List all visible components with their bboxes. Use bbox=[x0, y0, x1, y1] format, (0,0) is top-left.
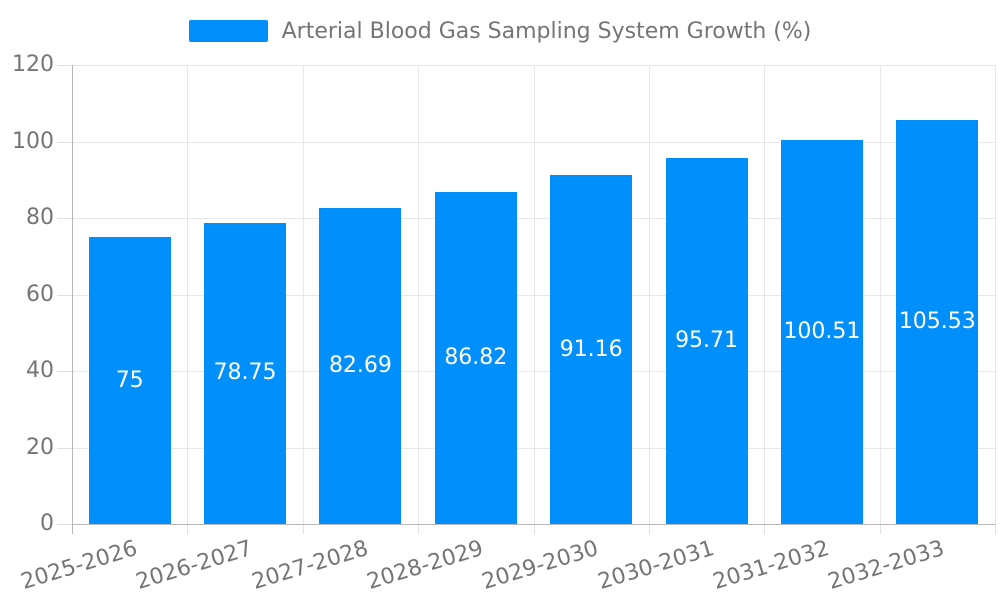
y-axis-tick bbox=[57, 524, 72, 525]
y-tick-label: 20 bbox=[26, 434, 54, 460]
gridline-vertical bbox=[648, 65, 650, 524]
bar[interactable] bbox=[88, 237, 171, 524]
y-tick-label: 120 bbox=[12, 52, 54, 77]
gridline-vertical bbox=[533, 65, 535, 524]
y-axis-tick bbox=[57, 371, 72, 372]
x-axis-tick bbox=[648, 524, 650, 534]
bar[interactable] bbox=[319, 207, 402, 524]
bar[interactable] bbox=[204, 222, 287, 524]
legend-item[interactable]: Arterial Blood Gas Sampling System Growt… bbox=[0, 14, 1000, 48]
x-tick-label: 2027-2028 bbox=[248, 536, 371, 595]
y-axis-tick bbox=[57, 65, 72, 66]
y-axis-tick bbox=[57, 141, 72, 143]
bar[interactable] bbox=[434, 191, 517, 524]
y-tick-label: 100 bbox=[12, 128, 54, 154]
x-tick-label: 2030-2031 bbox=[594, 536, 717, 595]
bar[interactable] bbox=[550, 175, 633, 524]
x-tick-label: 2031-2032 bbox=[710, 536, 833, 595]
x-tick-label: 2025-2026 bbox=[18, 536, 140, 595]
gridline-vertical bbox=[187, 65, 189, 524]
x-tick-label: 2028-2029 bbox=[364, 536, 487, 595]
gridline-vertical bbox=[418, 65, 420, 524]
x-tick-label: 2026-2027 bbox=[133, 536, 256, 595]
y-tick-label: 60 bbox=[26, 281, 54, 307]
y-tick-label: 0 bbox=[40, 511, 54, 536]
x-axis-line bbox=[72, 524, 995, 525]
x-axis-tick bbox=[764, 524, 766, 534]
x-axis-tick bbox=[879, 524, 881, 534]
x-axis-tick bbox=[995, 524, 996, 534]
legend-swatch bbox=[188, 20, 268, 42]
bar[interactable] bbox=[665, 157, 748, 524]
y-axis-tick bbox=[57, 294, 72, 296]
y-axis-line bbox=[72, 65, 73, 534]
x-tick-label: 2029-2030 bbox=[479, 536, 602, 595]
x-axis-tick bbox=[302, 524, 304, 534]
gridline-vertical bbox=[302, 65, 304, 524]
gridline-vertical bbox=[764, 65, 766, 524]
y-tick-label: 40 bbox=[26, 358, 54, 383]
gridline-vertical bbox=[879, 65, 881, 524]
y-axis-tick bbox=[57, 447, 72, 449]
x-axis-tick bbox=[533, 524, 535, 534]
legend-label: Arterial Blood Gas Sampling System Growt… bbox=[281, 18, 812, 44]
bar[interactable] bbox=[896, 120, 979, 524]
gridline-vertical bbox=[995, 65, 996, 524]
bar[interactable] bbox=[780, 139, 863, 524]
y-axis-tick bbox=[57, 218, 72, 219]
y-tick-label: 80 bbox=[26, 205, 54, 230]
x-axis-tick bbox=[187, 524, 189, 534]
x-tick-label: 2032-2033 bbox=[825, 536, 948, 595]
x-axis-tick bbox=[418, 524, 420, 534]
